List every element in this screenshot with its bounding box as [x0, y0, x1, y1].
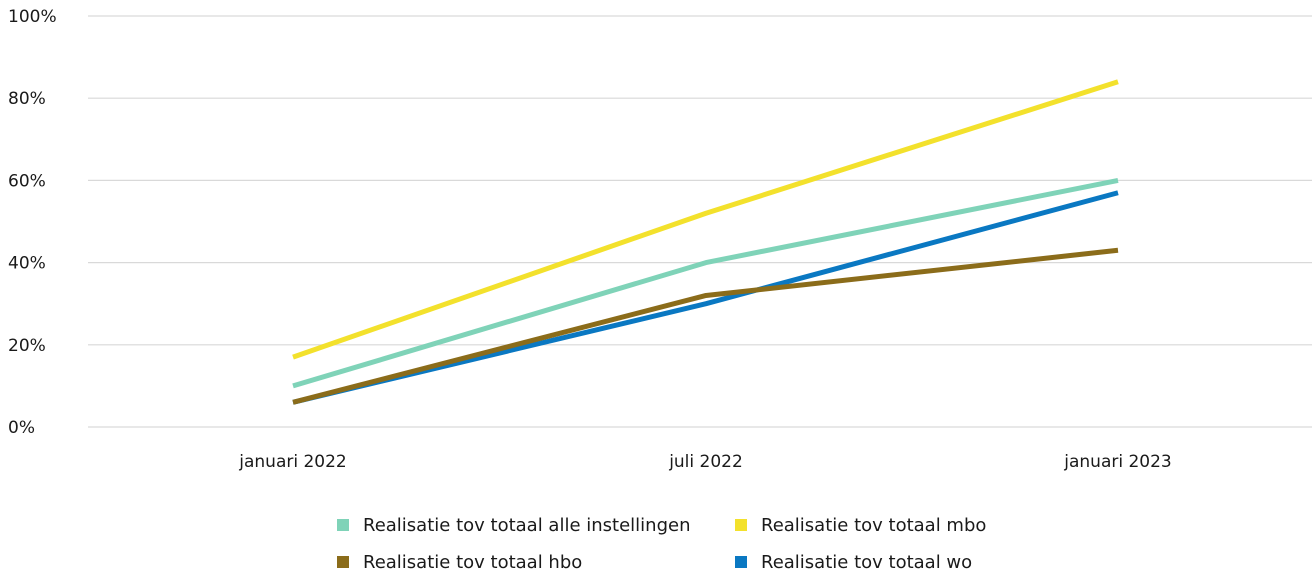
legend-swatch [337, 519, 349, 531]
y-tick-label: 100% [8, 7, 57, 27]
legend-label: Realisatie tov totaal hbo [363, 552, 582, 573]
legend-swatch [337, 556, 349, 568]
y-tick-label: 20% [8, 336, 46, 356]
x-tick-label: januari 2022 [238, 452, 347, 472]
y-tick-label: 40% [8, 254, 46, 274]
legend: Realisatie tov totaal alle instellingen R… [337, 515, 986, 573]
series-lines [292, 79, 1119, 405]
legend-label: Realisatie tov totaal alle instellingen [363, 515, 691, 536]
y-tick-label: 80% [8, 89, 46, 109]
legend-label: Realisatie tov totaal wo [761, 552, 972, 573]
legend-swatch [735, 519, 747, 531]
y-tick-label: 60% [8, 171, 46, 191]
legend-item: Realisatie tov totaal hbo [337, 552, 582, 573]
x-axis-tick-labels: januari 2022 juli 2022 januari 2023 [238, 452, 1172, 472]
y-tick-label: 0% [8, 418, 35, 438]
series-line-1 [292, 79, 1119, 360]
series-line-2 [292, 247, 1119, 405]
legend-label: Realisatie tov totaal mbo [761, 515, 986, 536]
gridlines [88, 15, 1312, 428]
legend-item: Realisatie tov totaal wo [735, 552, 972, 573]
y-axis-tick-labels: 0% 20% 40% 60% 80% 100% [8, 7, 57, 438]
series-line-3 [292, 190, 1119, 405]
x-tick-label: januari 2023 [1063, 452, 1172, 472]
legend-swatch [735, 556, 747, 568]
legend-item: Realisatie tov totaal alle instellingen [337, 515, 691, 536]
series-line-0 [292, 177, 1119, 389]
legend-item: Realisatie tov totaal mbo [735, 515, 986, 536]
x-tick-label: juli 2022 [668, 452, 743, 472]
